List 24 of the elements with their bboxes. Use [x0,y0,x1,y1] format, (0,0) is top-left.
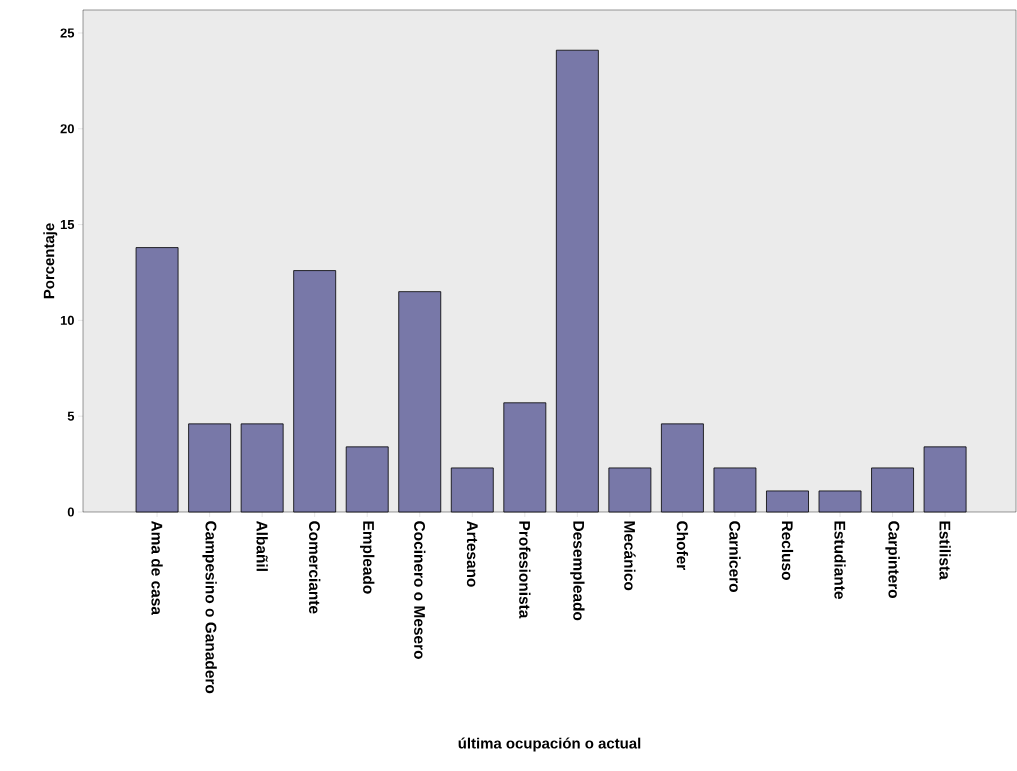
x-tick-label: Artesano [466,520,478,587]
x-tick-label: Desempleado [570,521,585,621]
x-tick-label: Ama de casa [151,520,163,616]
x-tick-label: Profesionista [519,521,531,619]
y-tick-label: 0 [67,507,74,517]
x-tick-label: Chofer [676,521,689,571]
x-tick-label: Recluso [781,521,794,580]
x-tick-label: Carnicero [729,521,741,592]
x-tick-label: Empleado [360,521,375,594]
x-tick-label: Estudiante [834,521,846,599]
x-tick-label: Cocinero o Mesero [414,521,426,659]
y-tick-label: 10 [60,315,74,325]
y-axis-title: Porcentaje [43,223,58,299]
x-tick-label: Albañil [256,520,268,571]
x-axis-title: última ocupación o actual [458,737,641,752]
y-tick-label: 5 [67,411,75,421]
y-tick-label: 25 [60,28,75,38]
x-tick-label: Campesino o Ganadero [202,521,217,694]
y-tick-label: 15 [60,220,75,230]
y-tick-label: 20 [60,124,74,134]
x-tick-label: Carpintero [885,521,900,598]
x-tick-label: Comerciante [309,521,321,614]
x-tick-label: Mecánico [624,521,636,591]
x-tick-label: Estilista [939,521,951,580]
